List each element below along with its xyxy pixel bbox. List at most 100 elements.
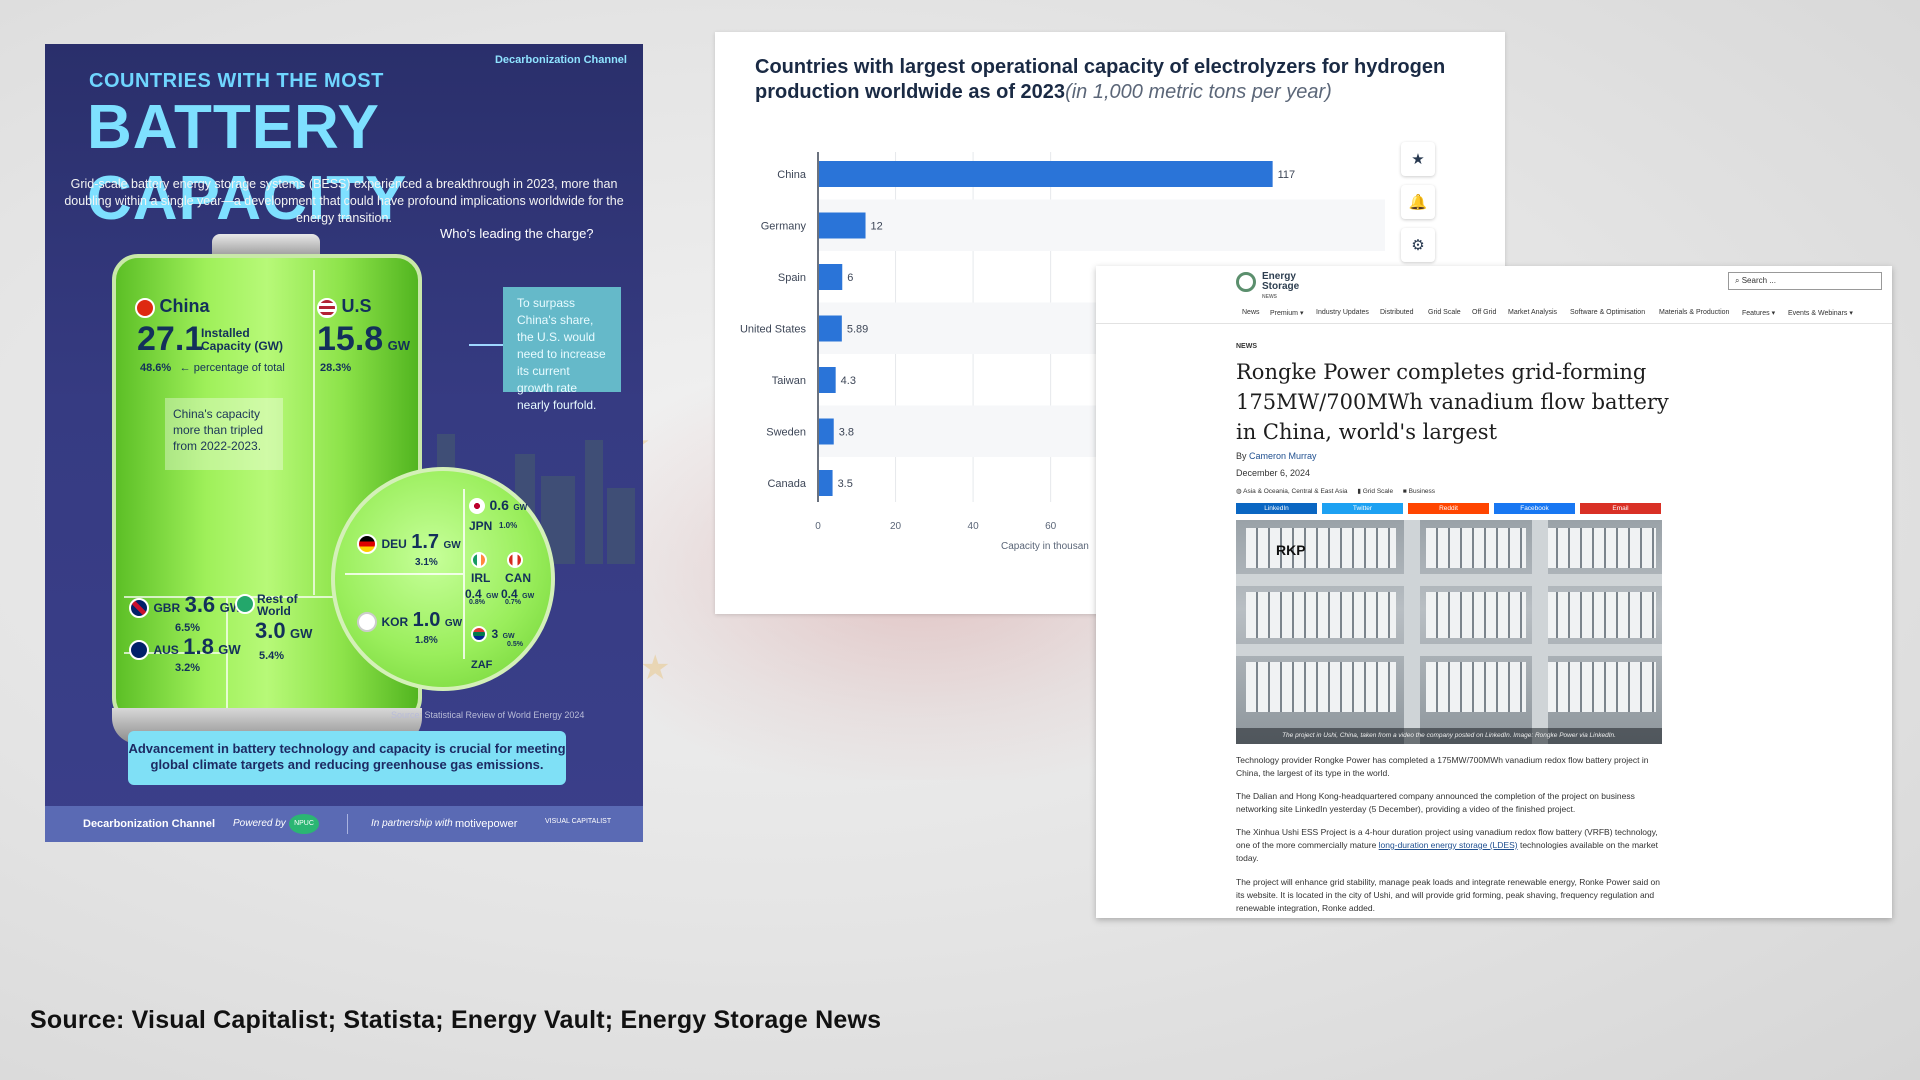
footer-partnership: In partnership with xyxy=(371,818,453,829)
can-code: CAN xyxy=(505,571,531,585)
star-icon[interactable]: ★ xyxy=(1401,142,1435,176)
share-email-button[interactable]: Email xyxy=(1580,503,1661,514)
share-facebook-button[interactable]: Facebook xyxy=(1494,503,1575,514)
data-label: 5.89 xyxy=(847,324,868,336)
news-logo-text: Energy Storage xyxy=(1262,271,1300,292)
row-band xyxy=(818,199,1385,251)
x-axis-label: Capacity in thousan xyxy=(1001,541,1089,552)
nav-item-premium[interactable]: Premium ▾ xyxy=(1270,310,1304,317)
irl-code: IRL xyxy=(471,571,491,585)
nav-item-events[interactable]: Events & Webinars ▾ xyxy=(1788,310,1853,317)
bar-canada xyxy=(819,470,833,496)
nav-item-off-grid[interactable]: Off Grid xyxy=(1472,309,1497,316)
chart-icon: ▮ xyxy=(1357,488,1361,495)
category-grid-scale[interactable]: Grid Scale xyxy=(1362,488,1394,495)
category-label: Germany xyxy=(761,221,807,233)
category-business[interactable]: Business xyxy=(1408,488,1436,495)
nav-item-features[interactable]: Features ▾ xyxy=(1742,310,1776,317)
leading-question: Who's leading the charge? xyxy=(440,226,594,241)
bar-spain xyxy=(819,264,843,290)
category-label: United States xyxy=(740,324,807,336)
nav-item-industry-updates[interactable]: Industry Updates xyxy=(1316,309,1369,316)
zaf-pct: 0.5% xyxy=(507,641,523,648)
deu-flag-icon xyxy=(357,533,377,554)
article-categories: ◍ Asia & Oceania, Central & East Asia ▮ … xyxy=(1236,487,1435,495)
x-tick-label: 40 xyxy=(968,521,980,532)
row-value: 3.0 xyxy=(255,618,286,643)
battery-cap xyxy=(212,234,320,256)
zaf-code: ZAF xyxy=(471,659,493,671)
bar-germany xyxy=(819,212,866,239)
share-reddit-button[interactable]: Reddit xyxy=(1408,503,1489,514)
aus-code: AUS xyxy=(153,643,179,657)
footer-powered-logo: NPUC xyxy=(289,814,319,834)
small-countries-zoom: DEU 1.7 GW 3.1% KOR 1.0 GW 1.8% 0.6 GW J… xyxy=(331,467,555,691)
bottom-message: Advancement in battery technology and ca… xyxy=(128,731,566,785)
data-label: 4.3 xyxy=(841,375,856,387)
china-flag-icon xyxy=(135,297,155,318)
row-pct: 5.4% xyxy=(259,650,285,662)
zaf-flag-icon xyxy=(471,625,487,642)
us-pct: 28.3% xyxy=(320,362,352,374)
bell-icon[interactable]: 🔔 xyxy=(1401,185,1435,219)
can-pct: 0.7% xyxy=(505,599,521,606)
gbr-flag-icon xyxy=(129,597,149,618)
deu-pct: 3.1% xyxy=(415,557,438,568)
row-name: Rest of World xyxy=(257,592,298,618)
zaf-value: 3 xyxy=(491,627,499,641)
zaf-unit: GW xyxy=(502,633,515,640)
nav-item-market-analysis[interactable]: Market Analysis xyxy=(1508,309,1558,316)
nav-item-materials[interactable]: Materials & Production xyxy=(1659,309,1730,316)
jpn-value: 0.6 xyxy=(489,497,509,513)
article-headline: Rongke Power completes grid-forming 175M… xyxy=(1236,360,1669,444)
news-logo[interactable]: Energy Storage NEWS xyxy=(1262,272,1312,302)
x-tick-label: 60 xyxy=(1045,521,1057,532)
can-unit: GW xyxy=(522,593,535,600)
jpn-flag-icon xyxy=(469,497,485,514)
gear-icon[interactable]: ⚙ xyxy=(1401,228,1435,262)
can-flag-icon xyxy=(507,551,523,568)
category-label: China xyxy=(777,169,807,181)
gbr-pct: 6.5% xyxy=(175,622,201,634)
energy-storage-logo-icon xyxy=(1236,272,1256,292)
photo-caption: The project in Ushi, China, taken from a… xyxy=(1236,728,1662,744)
bar-china xyxy=(819,161,1273,187)
irl-pct: 0.8% xyxy=(469,599,485,606)
globe-icon: ◍ xyxy=(1236,488,1242,495)
author-link[interactable]: Cameron Murray xyxy=(1249,451,1317,461)
bar-taiwan xyxy=(819,367,836,393)
kor-code: KOR xyxy=(381,615,409,629)
aus-unit: GW xyxy=(218,642,241,657)
ldes-link[interactable]: long-duration energy storage (LDES) xyxy=(1378,840,1518,850)
search-placeholder: Search ... xyxy=(1741,276,1776,285)
category-region[interactable]: Asia & Oceania, Central & East Asia xyxy=(1243,488,1348,495)
china-pct-label: ← percentage of total xyxy=(179,362,285,374)
aus-flag-icon xyxy=(129,639,149,660)
article-tag[interactable]: NEWS xyxy=(1236,343,1257,350)
us-flag-icon xyxy=(317,297,337,318)
bar-sweden xyxy=(819,418,834,445)
search-input[interactable]: ⌕ Search ... xyxy=(1728,272,1882,290)
row-globe-icon xyxy=(235,594,255,614)
share-twitter-button[interactable]: Twitter xyxy=(1322,503,1403,514)
x-tick-label: 0 xyxy=(815,521,821,532)
nav-item-software[interactable]: Software & Optimisation xyxy=(1570,309,1646,316)
chart-title-unit: (in 1,000 metric tons per year) xyxy=(1065,81,1332,103)
page-source: Source: Visual Capitalist; Statista; Ene… xyxy=(30,1006,882,1034)
data-label: 117 xyxy=(1278,169,1296,181)
deu-code: DEU xyxy=(381,537,407,551)
kor-unit: GW xyxy=(444,618,463,629)
share-linkedin-button[interactable]: LinkedIn xyxy=(1236,503,1317,514)
bar-united-states xyxy=(819,315,842,342)
us-value: 15.8 xyxy=(317,320,384,358)
nav-item-news[interactable]: News xyxy=(1242,309,1260,316)
irl-unit: GW xyxy=(486,593,499,600)
footer-brand: Decarbonization Channel xyxy=(83,818,216,830)
paragraph-3-end: technologies available on the market tod… xyxy=(1236,840,1658,863)
nav-item-grid-scale[interactable]: Grid Scale xyxy=(1428,309,1461,316)
share-bar: LinkedIn Twitter Reddit Facebook Email xyxy=(1236,503,1662,514)
article-byline: By Cameron Murray xyxy=(1236,451,1317,461)
nav-item-distributed[interactable]: Distributed xyxy=(1380,309,1414,316)
footer-partner-1: motivepower xyxy=(455,818,518,830)
us-name: U.S xyxy=(341,296,372,316)
